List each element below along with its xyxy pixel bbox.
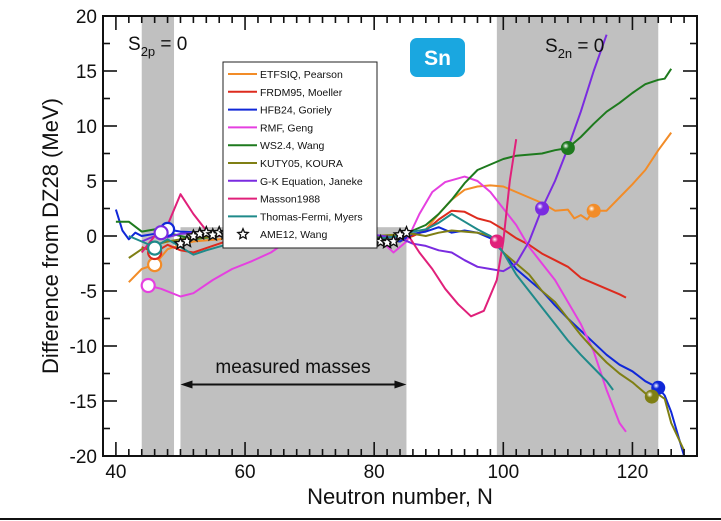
- series-line-frdm95-moeller: [141, 209, 627, 299]
- legend-item-etfsiq-pearson: ETFSIQ, Pearson: [228, 69, 343, 81]
- legend-label: Thomas-Fermi, Myers: [260, 211, 363, 223]
- y-tick-label: 0: [86, 227, 97, 248]
- legend-label: AME12, Wang: [260, 229, 327, 241]
- legend-item-g-k-equation-janeke: G-K Equation, Janeke: [228, 176, 363, 188]
- element-badge-label: Sn: [424, 47, 451, 70]
- legend-label: FRDM95, Moeller: [260, 87, 343, 99]
- legend-label: ETFSIQ, Pearson: [260, 69, 343, 81]
- neutron-drip-marker-masson1988: [489, 234, 504, 249]
- proton-drip-marker-thomas-fermi-myers: [147, 240, 163, 256]
- legend-item-thomas-fermi-myers: Thomas-Fermi, Myers: [228, 211, 363, 223]
- legend-item-masson1988: Masson1988: [228, 194, 320, 206]
- legend-label: WS2.4, Wang: [260, 140, 325, 152]
- legend-item-frdm95-moeller: FRDM95, Moeller: [228, 87, 343, 99]
- y-tick-label: 10: [76, 117, 97, 138]
- axes: 40 60 80 100 120 -20 -15 -10 -5 0 5 10 15 20: [70, 7, 698, 483]
- legend-label: HFB24, Goriely: [260, 105, 333, 117]
- x-tick-label: 80: [364, 462, 385, 483]
- legend: ETFSIQ, Pearson FRDM95, Moeller HFB24, Gor…: [222, 61, 378, 249]
- y-axis-title: Difference from DZ28 (MeV): [38, 98, 63, 374]
- element-badge: Sn: [410, 38, 465, 77]
- x-tick-label: 100: [487, 462, 519, 483]
- y-tick-label: -5: [80, 282, 97, 303]
- legend-label: Masson1988: [260, 194, 320, 206]
- element-badge-bg: [410, 38, 465, 77]
- y-tick-label: -20: [70, 447, 97, 468]
- y-tick-label: -10: [70, 337, 97, 358]
- shaded-region-measured: [180, 227, 407, 456]
- arrowhead-right-icon: [394, 380, 407, 389]
- proton-drip-marker-rmf-geng: [140, 277, 156, 294]
- legend-item-hfb24-goriely: HFB24, Goriely: [228, 105, 333, 117]
- shaded-region-s2n-drip: [496, 16, 659, 456]
- y-tick-label: 15: [76, 62, 97, 83]
- legend-label: KUTY05, KOURA: [260, 158, 343, 170]
- bottom-rule: [0, 518, 721, 520]
- x-tick-label: 60: [234, 462, 255, 483]
- x-tick-label: 40: [105, 462, 126, 483]
- neutron-drip-marker-ws2-4-wang: [560, 141, 575, 155]
- s2n-annotation: S2n = 0: [545, 36, 604, 61]
- legend-item-ws2-4-wang: WS2.4, Wang: [228, 140, 325, 152]
- y-tick-label: -15: [70, 392, 97, 413]
- series-line-rmf-geng: [147, 175, 627, 433]
- series-line-ws2-4-wang: [115, 68, 673, 241]
- data-point-star: [399, 224, 414, 240]
- neutron-drip-marker-etfsiq-pearson: [586, 203, 601, 218]
- neutron-drip-marker-kuty05-koura: [644, 389, 659, 404]
- series-line-thomas-fermi-myers: [128, 213, 614, 391]
- s2p-annotation: S2p = 0: [128, 34, 187, 59]
- measured-masses-label: measured masses: [215, 357, 370, 378]
- legend-item-kuty05-koura: KUTY05, KOURA: [228, 158, 343, 170]
- x-tick-label: 120: [617, 462, 649, 483]
- legend-label: RMF, Geng: [260, 122, 313, 134]
- measured-masses-annotation: measured masses: [180, 357, 407, 389]
- legend-item-rmf-geng: RMF, Geng: [228, 122, 313, 134]
- arrowhead-left-icon: [180, 380, 193, 389]
- proton-drip-marker-g-k-equation-janeke: [153, 225, 169, 241]
- neutron-drip-marker-g-k-equation-janeke: [535, 201, 550, 216]
- y-tick-label: 20: [76, 7, 97, 28]
- legend-item-ame12-wang: AME12, Wang: [236, 227, 327, 241]
- y-tick-label: 5: [86, 172, 97, 193]
- legend-label: G-K Equation, Janeke: [260, 176, 363, 188]
- x-axis-title: Neutron number, N: [307, 484, 493, 509]
- star-icon: [236, 227, 250, 240]
